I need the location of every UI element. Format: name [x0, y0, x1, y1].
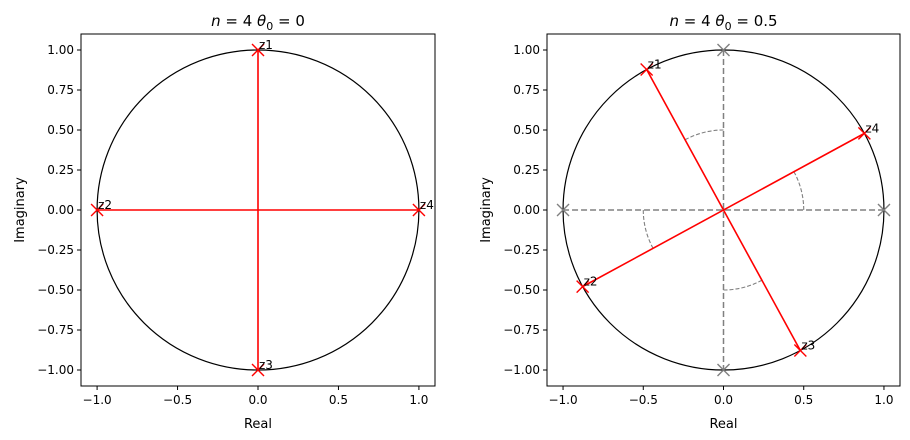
root-label-z3: z3 — [259, 358, 273, 372]
y-tick-label: −1.00 — [37, 363, 74, 377]
subplot-2: z1 z2 z3 z4 −1.0 −0.5 0.0 0.5 1.0 1.00 0.75 0.50 0.2… — [479, 12, 901, 432]
angle-arc — [642, 209, 654, 249]
root-marker-z1 — [640, 63, 654, 77]
y-axis-label: Imaginary — [13, 177, 28, 243]
root-label-z1: z1 — [648, 58, 662, 72]
y-tick-label: 0.50 — [47, 123, 74, 137]
x-tick-label: 0.0 — [714, 393, 733, 407]
y-tick-label: −0.50 — [503, 283, 540, 297]
root-label-z2: z2 — [584, 275, 598, 289]
x-tick-label: −0.5 — [163, 393, 192, 407]
chart-title: n = 4 θ0 = 0.5 — [669, 12, 777, 33]
y-tick-label: 0.25 — [513, 163, 540, 177]
y-tick-label: 0.75 — [47, 83, 74, 97]
y-tick-label: −1.00 — [503, 363, 540, 377]
root-marker-z3 — [251, 363, 265, 377]
y-tick-label: 0.00 — [513, 203, 540, 217]
y-tick-label: 1.00 — [513, 43, 540, 57]
root-label-z4: z4 — [865, 121, 879, 135]
root-label-z3: z3 — [801, 338, 815, 352]
reference-point — [717, 363, 730, 377]
x-axis-label: Real — [709, 417, 737, 432]
root-marker-z4 — [412, 203, 426, 217]
angle-arc — [684, 129, 724, 141]
angle-arc — [723, 279, 763, 291]
root-label-z4: z4 — [420, 198, 434, 212]
chart-title: n = 4 θ0 = 0 — [211, 12, 305, 33]
x-tick-label: −1.0 — [548, 393, 577, 407]
y-tick-label: −0.50 — [37, 283, 74, 297]
root-marker-z1 — [251, 43, 265, 57]
y-tick-label: −0.25 — [37, 243, 74, 257]
y-tick-label: −0.75 — [37, 323, 74, 337]
root-label-z2: z2 — [98, 198, 112, 212]
x-tick-label: −0.5 — [629, 393, 658, 407]
y-tick-label: 0.50 — [513, 123, 540, 137]
x-tick-label: 0.5 — [794, 393, 813, 407]
x-tick-label: 1.0 — [874, 393, 893, 407]
y-tick-label: 0.00 — [47, 203, 74, 217]
x-tick-label: 0.0 — [248, 393, 267, 407]
subplot-1: z1 z2 z3 z4 −1.0 −0.5 0.0 0.5 1.0 1.00 0.75 0.50 0.2… — [13, 12, 436, 432]
reference-point — [877, 203, 891, 217]
x-tick-label: 0.5 — [329, 393, 348, 407]
y-tick-label: 0.25 — [47, 163, 74, 177]
root-marker-z4 — [857, 126, 871, 140]
root-segment — [582, 132, 865, 288]
plot-area — [556, 43, 891, 377]
plot-area — [96, 49, 420, 371]
root-marker-z3 — [793, 343, 807, 357]
x-axis-label: Real — [244, 417, 272, 432]
root-label-z1: z1 — [259, 38, 273, 52]
y-axis-label: Imaginary — [479, 177, 494, 243]
reference-point — [556, 203, 570, 217]
y-tick-label: 0.75 — [513, 83, 540, 97]
root-marker-z2 — [90, 203, 104, 217]
y-tick-label: −0.25 — [503, 243, 540, 257]
reference-point — [717, 43, 730, 57]
y-tick-label: 1.00 — [47, 43, 74, 57]
x-tick-label: −1.0 — [83, 393, 112, 407]
angle-arc — [793, 171, 805, 211]
y-tick-label: −0.75 — [503, 323, 540, 337]
x-tick-label: 1.0 — [409, 393, 428, 407]
root-marker-z2 — [576, 280, 590, 294]
